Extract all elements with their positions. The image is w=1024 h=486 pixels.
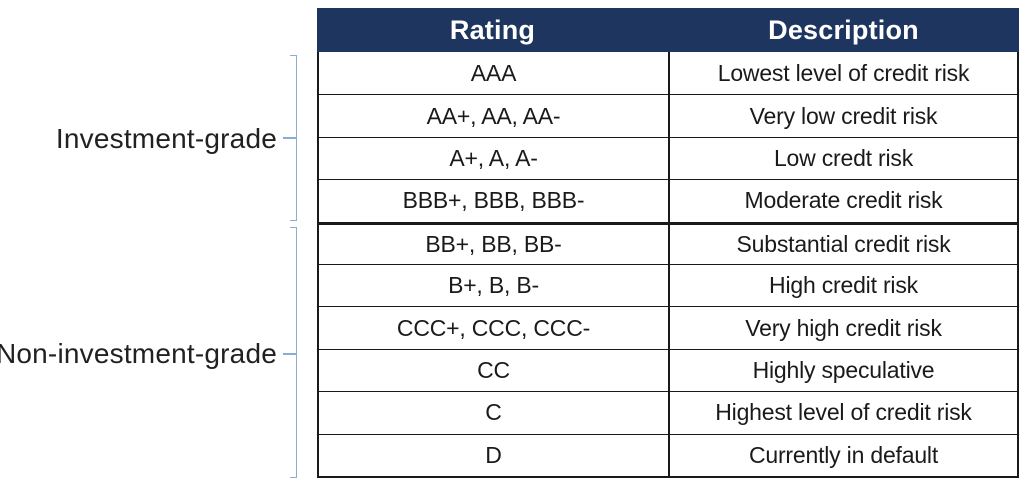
table-row: CCC+, CCC, CCC- Very high credit risk — [319, 306, 1017, 349]
table-row: B+, B, B- High credit risk — [319, 264, 1017, 307]
description-cell: Lowest level of credit risk — [668, 52, 1017, 95]
rating-cell: CCC+, CCC, CCC- — [396, 314, 591, 341]
ratings-table: Rating Description AAA Lowest level of c… — [317, 8, 1019, 478]
rating-cell: AA+, AA, AA- — [426, 102, 561, 129]
rating-cell: BB+, BB, BB- — [425, 230, 562, 257]
rating-cell: C — [485, 399, 502, 426]
column-header-description: Description — [768, 14, 919, 45]
non-investment-grade-bracket — [290, 227, 297, 478]
description-cell: High credit risk — [668, 265, 1017, 307]
description-cell: Highly speculative — [668, 349, 1017, 392]
description-cell: Very low credit risk — [668, 95, 1017, 137]
description-cell: Moderate credit risk — [668, 180, 1017, 222]
table-header-row: Rating Description — [317, 8, 1019, 52]
group-label-investment-grade: Investment-grade — [55, 123, 277, 154]
table-row: BBB+, BBB, BBB- Moderate credit risk — [319, 179, 1017, 222]
table-row: CC Highly speculative — [319, 348, 1017, 392]
non-investment-grade-bracket-connector — [283, 353, 296, 355]
description-cell: Substantial credit risk — [668, 224, 1017, 264]
rating-cell: CC — [477, 356, 510, 383]
rating-cell: A+, A, A- — [449, 144, 538, 171]
table-body: AAA Lowest level of credit risk AA+, AA,… — [317, 52, 1019, 478]
table-row: C Highest level of credit risk — [319, 391, 1017, 434]
investment-grade-bracket-connector — [283, 137, 296, 139]
column-header-rating: Rating — [449, 14, 536, 45]
group-label-non-investment-grade: Non-investment-grade — [0, 338, 277, 369]
rating-cell: AAA — [470, 59, 517, 86]
investment-grade-bracket — [290, 55, 297, 221]
table-row: A+, A, A- Low credt risk — [319, 136, 1017, 180]
rating-cell: D — [485, 441, 502, 468]
description-cell: Low credt risk — [668, 137, 1017, 180]
description-cell: Very high credit risk — [668, 307, 1017, 349]
description-cell: Highest level of credit risk — [668, 392, 1017, 434]
table-row: AAA Lowest level of credit risk — [319, 52, 1017, 95]
table-row: AA+, AA, AA- Very low credit risk — [319, 94, 1017, 137]
table-row: BB+, BB, BB- Substantial credit risk — [319, 221, 1017, 264]
table-row: D Currently in default — [319, 433, 1017, 476]
rating-cell: BBB+, BBB, BBB- — [402, 187, 585, 214]
rating-cell: B+, B, B- — [448, 272, 539, 299]
description-cell: Currently in default — [668, 434, 1017, 476]
